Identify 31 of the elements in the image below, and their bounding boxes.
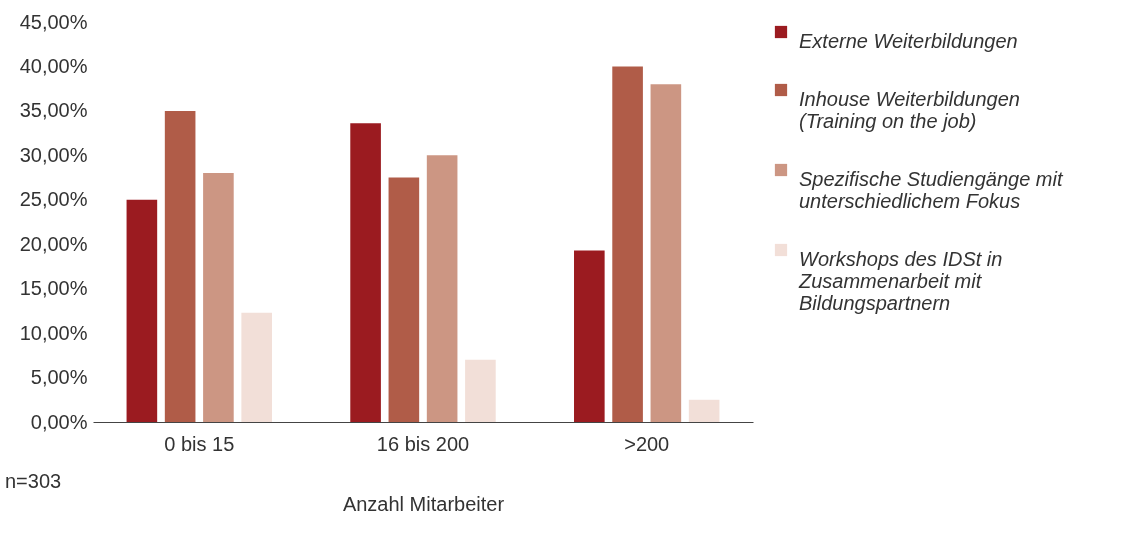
y-tick-label: 40,00% <box>19 54 88 77</box>
bar <box>203 173 234 422</box>
text: n=303 <box>5 470 62 492</box>
bar <box>688 399 720 422</box>
bar <box>465 359 496 422</box>
bar <box>650 84 682 422</box>
legend-label: Externe Weiterbildungen <box>799 30 1018 52</box>
bar <box>426 155 458 422</box>
y-tick-label: 15,00% <box>19 277 88 300</box>
y-tick-label: 30,00% <box>19 143 88 166</box>
y-tick-label: 25,00% <box>19 188 88 211</box>
y-tick-label: 20,00% <box>19 232 88 255</box>
y-tick-label: 35,00% <box>19 99 88 122</box>
bar <box>612 66 643 422</box>
x-tick-label: >200 <box>624 432 670 455</box>
y-tick-label: 0,00% <box>30 410 88 433</box>
bar <box>164 110 196 422</box>
bar <box>574 250 605 422</box>
bar <box>388 177 420 422</box>
legend-label: Inhouse Weiterbildungen (Training on the job) <box>799 88 1020 132</box>
bar <box>350 123 381 422</box>
y-tick-label: 10,00% <box>19 321 88 344</box>
y-tick-label: 45,00% <box>19 10 88 33</box>
bar <box>241 312 272 422</box>
x-tick-label: 16 bis 200 <box>376 432 470 455</box>
legend-label: Workshops des IDSt in Zusammenarbeit mit Bildungspartnern <box>798 248 1003 314</box>
x-axis-title: Anzahl Mitarbeiter <box>342 492 505 515</box>
x-tick-label: 0 bis 15 <box>164 432 235 455</box>
legend-label: Spezifische Studiengänge mit unterschiedlichem Fokus <box>799 168 1064 212</box>
bar <box>126 199 158 422</box>
y-tick-label: 5,00% <box>30 366 88 389</box>
